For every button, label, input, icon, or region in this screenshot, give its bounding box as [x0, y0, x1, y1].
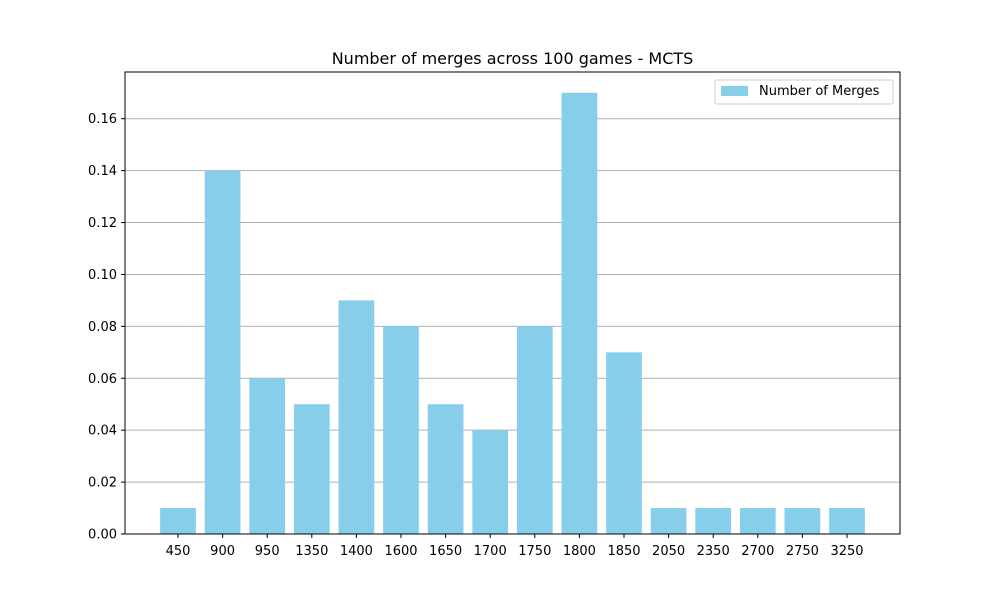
bar — [427, 404, 464, 534]
x-tick-label: 2050 — [652, 544, 685, 559]
x-tick-label: 2750 — [786, 544, 819, 559]
x-tick-label: 2700 — [741, 544, 774, 559]
bar — [561, 92, 598, 535]
x-tick-label: 1700 — [474, 544, 507, 559]
bar — [383, 326, 419, 534]
y-tick-label: 0.06 — [88, 372, 117, 387]
y-tick-label: 0.12 — [88, 216, 117, 231]
bar — [829, 508, 865, 534]
bar — [739, 508, 776, 534]
x-tick-label: 450 — [166, 544, 191, 559]
y-tick-label: 0.00 — [88, 528, 117, 543]
legend-swatch — [721, 86, 748, 96]
chart-title: Number of merges across 100 games - MCTS — [332, 49, 694, 68]
y-tick-label: 0.10 — [88, 268, 117, 283]
x-tick-label: 950 — [255, 544, 280, 559]
x-tick-label: 1400 — [340, 544, 373, 559]
x-tick-label: 1350 — [295, 544, 328, 559]
y-tick-label: 0.04 — [88, 424, 117, 439]
bar — [160, 508, 196, 534]
x-tick-label: 1750 — [518, 544, 551, 559]
y-tick-label: 0.14 — [88, 164, 117, 179]
x-tick-label: 1850 — [607, 544, 640, 559]
x-tick-label: 1800 — [563, 544, 596, 559]
bar — [516, 326, 553, 534]
y-tick-label: 0.08 — [88, 320, 117, 335]
legend: Number of Merges — [714, 79, 894, 105]
x-tick-label: 900 — [210, 544, 235, 559]
bar — [338, 300, 375, 534]
bar — [249, 378, 286, 534]
bar — [650, 508, 687, 534]
bar — [784, 508, 821, 534]
x-tick-label: 2350 — [697, 544, 730, 559]
bar — [204, 170, 241, 534]
bar — [472, 430, 509, 534]
x-tick-label: 1650 — [429, 544, 462, 559]
bars-layer — [160, 92, 865, 535]
legend-frame — [714, 79, 894, 105]
bar — [606, 352, 642, 534]
bar — [293, 404, 330, 534]
x-tick-label: 1600 — [384, 544, 417, 559]
plot-frame — [124, 71, 901, 535]
x-tick-label: 3250 — [830, 544, 863, 559]
grid-layer — [125, 118, 900, 535]
y-tick-label: 0.02 — [88, 476, 117, 491]
y-tick-label: 0.16 — [88, 112, 117, 127]
legend-label: Number of Merges — [759, 84, 880, 99]
axes-layer: 0.00 0.02 0.04 0.06 0.08 0.10 0.12 0.14 0.16 450 9… — [88, 71, 901, 559]
bar — [695, 508, 732, 534]
